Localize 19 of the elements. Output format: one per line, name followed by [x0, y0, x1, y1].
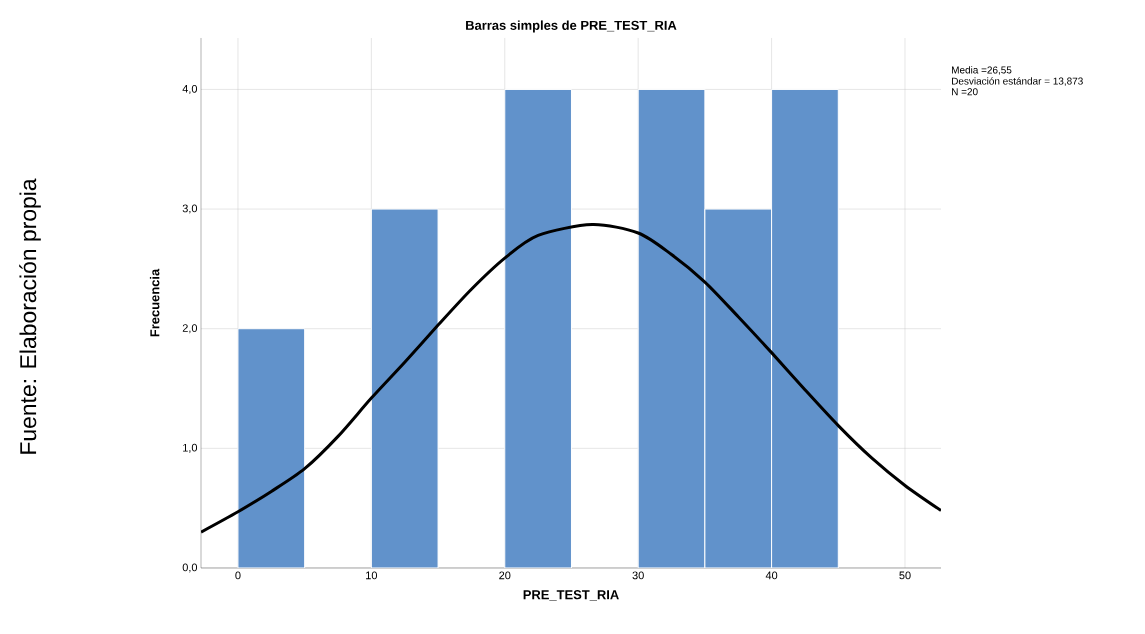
x-tick-label: 30: [632, 571, 644, 580]
text: Media =26,55: [952, 66, 1012, 75]
x-tick-label: 20: [499, 571, 511, 580]
chart-title: Barras simples de PRE_TEST_RIA: [466, 20, 677, 33]
line-series: [201, 223, 942, 534]
x-tick-label: 10: [366, 571, 378, 580]
y-tick-label: 4,0: [182, 84, 198, 94]
x-tick-label: 50: [899, 571, 911, 580]
x-axis-title: PRE_TEST_RIA: [523, 590, 619, 601]
y-axis-title: Frecuencia: [149, 268, 160, 337]
x-tick-label: 0: [235, 571, 241, 580]
y-tick-label: 1,0: [183, 443, 198, 453]
y-tick-label: 3,0: [182, 204, 198, 214]
x-tick-label: 40: [765, 571, 778, 580]
y-tick-label: 2,0: [182, 324, 198, 334]
text: Desviación estándar = 13,873: [952, 77, 1083, 86]
source-note: Fuente: Elaboración propia: [19, 178, 41, 454]
text: N =20: [952, 88, 978, 96]
y-tick-label: 0,0: [182, 563, 198, 573]
